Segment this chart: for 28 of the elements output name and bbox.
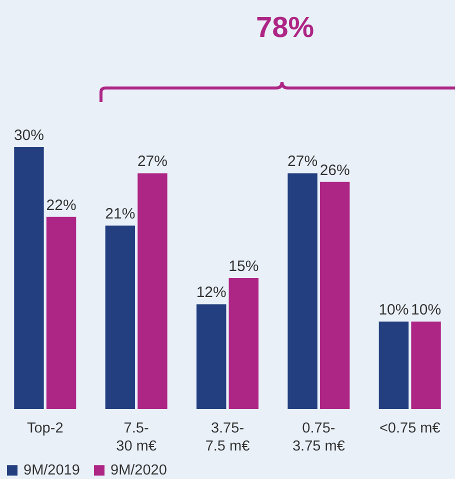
x-tick-label: 7.5- 30 m€ (116, 420, 156, 454)
data-label: 15% (228, 258, 259, 275)
data-label: 21% (105, 206, 136, 223)
data-label: 12% (196, 284, 226, 302)
data-label: 30% (14, 127, 44, 144)
data-label: 27% (288, 153, 318, 170)
bar (14, 147, 44, 409)
data-label: 22% (46, 196, 76, 214)
text: 78% (254, 12, 316, 45)
legend-label: 9M/2020 (110, 462, 167, 478)
bar (228, 278, 259, 409)
data-label: 27% (137, 153, 168, 170)
data-label: 10% (378, 302, 409, 319)
bar (378, 322, 409, 409)
bar (288, 173, 318, 409)
data-label: 26% (320, 162, 350, 179)
x-tick-label: Top-2 (26, 420, 64, 436)
bar (105, 226, 136, 409)
bar (320, 182, 350, 409)
bar (196, 304, 226, 409)
x-tick-label: 3.75- 7.5 m€ (205, 420, 250, 454)
bar (46, 216, 76, 409)
x-tick-label: 0.75- 3.75 m€ (292, 420, 345, 454)
x-tick-label: <0.75 m€ (379, 420, 440, 436)
data-label: 10% (411, 302, 442, 319)
bar (411, 322, 441, 409)
bar (138, 173, 168, 409)
legend-label: 9M/2019 (24, 462, 80, 478)
